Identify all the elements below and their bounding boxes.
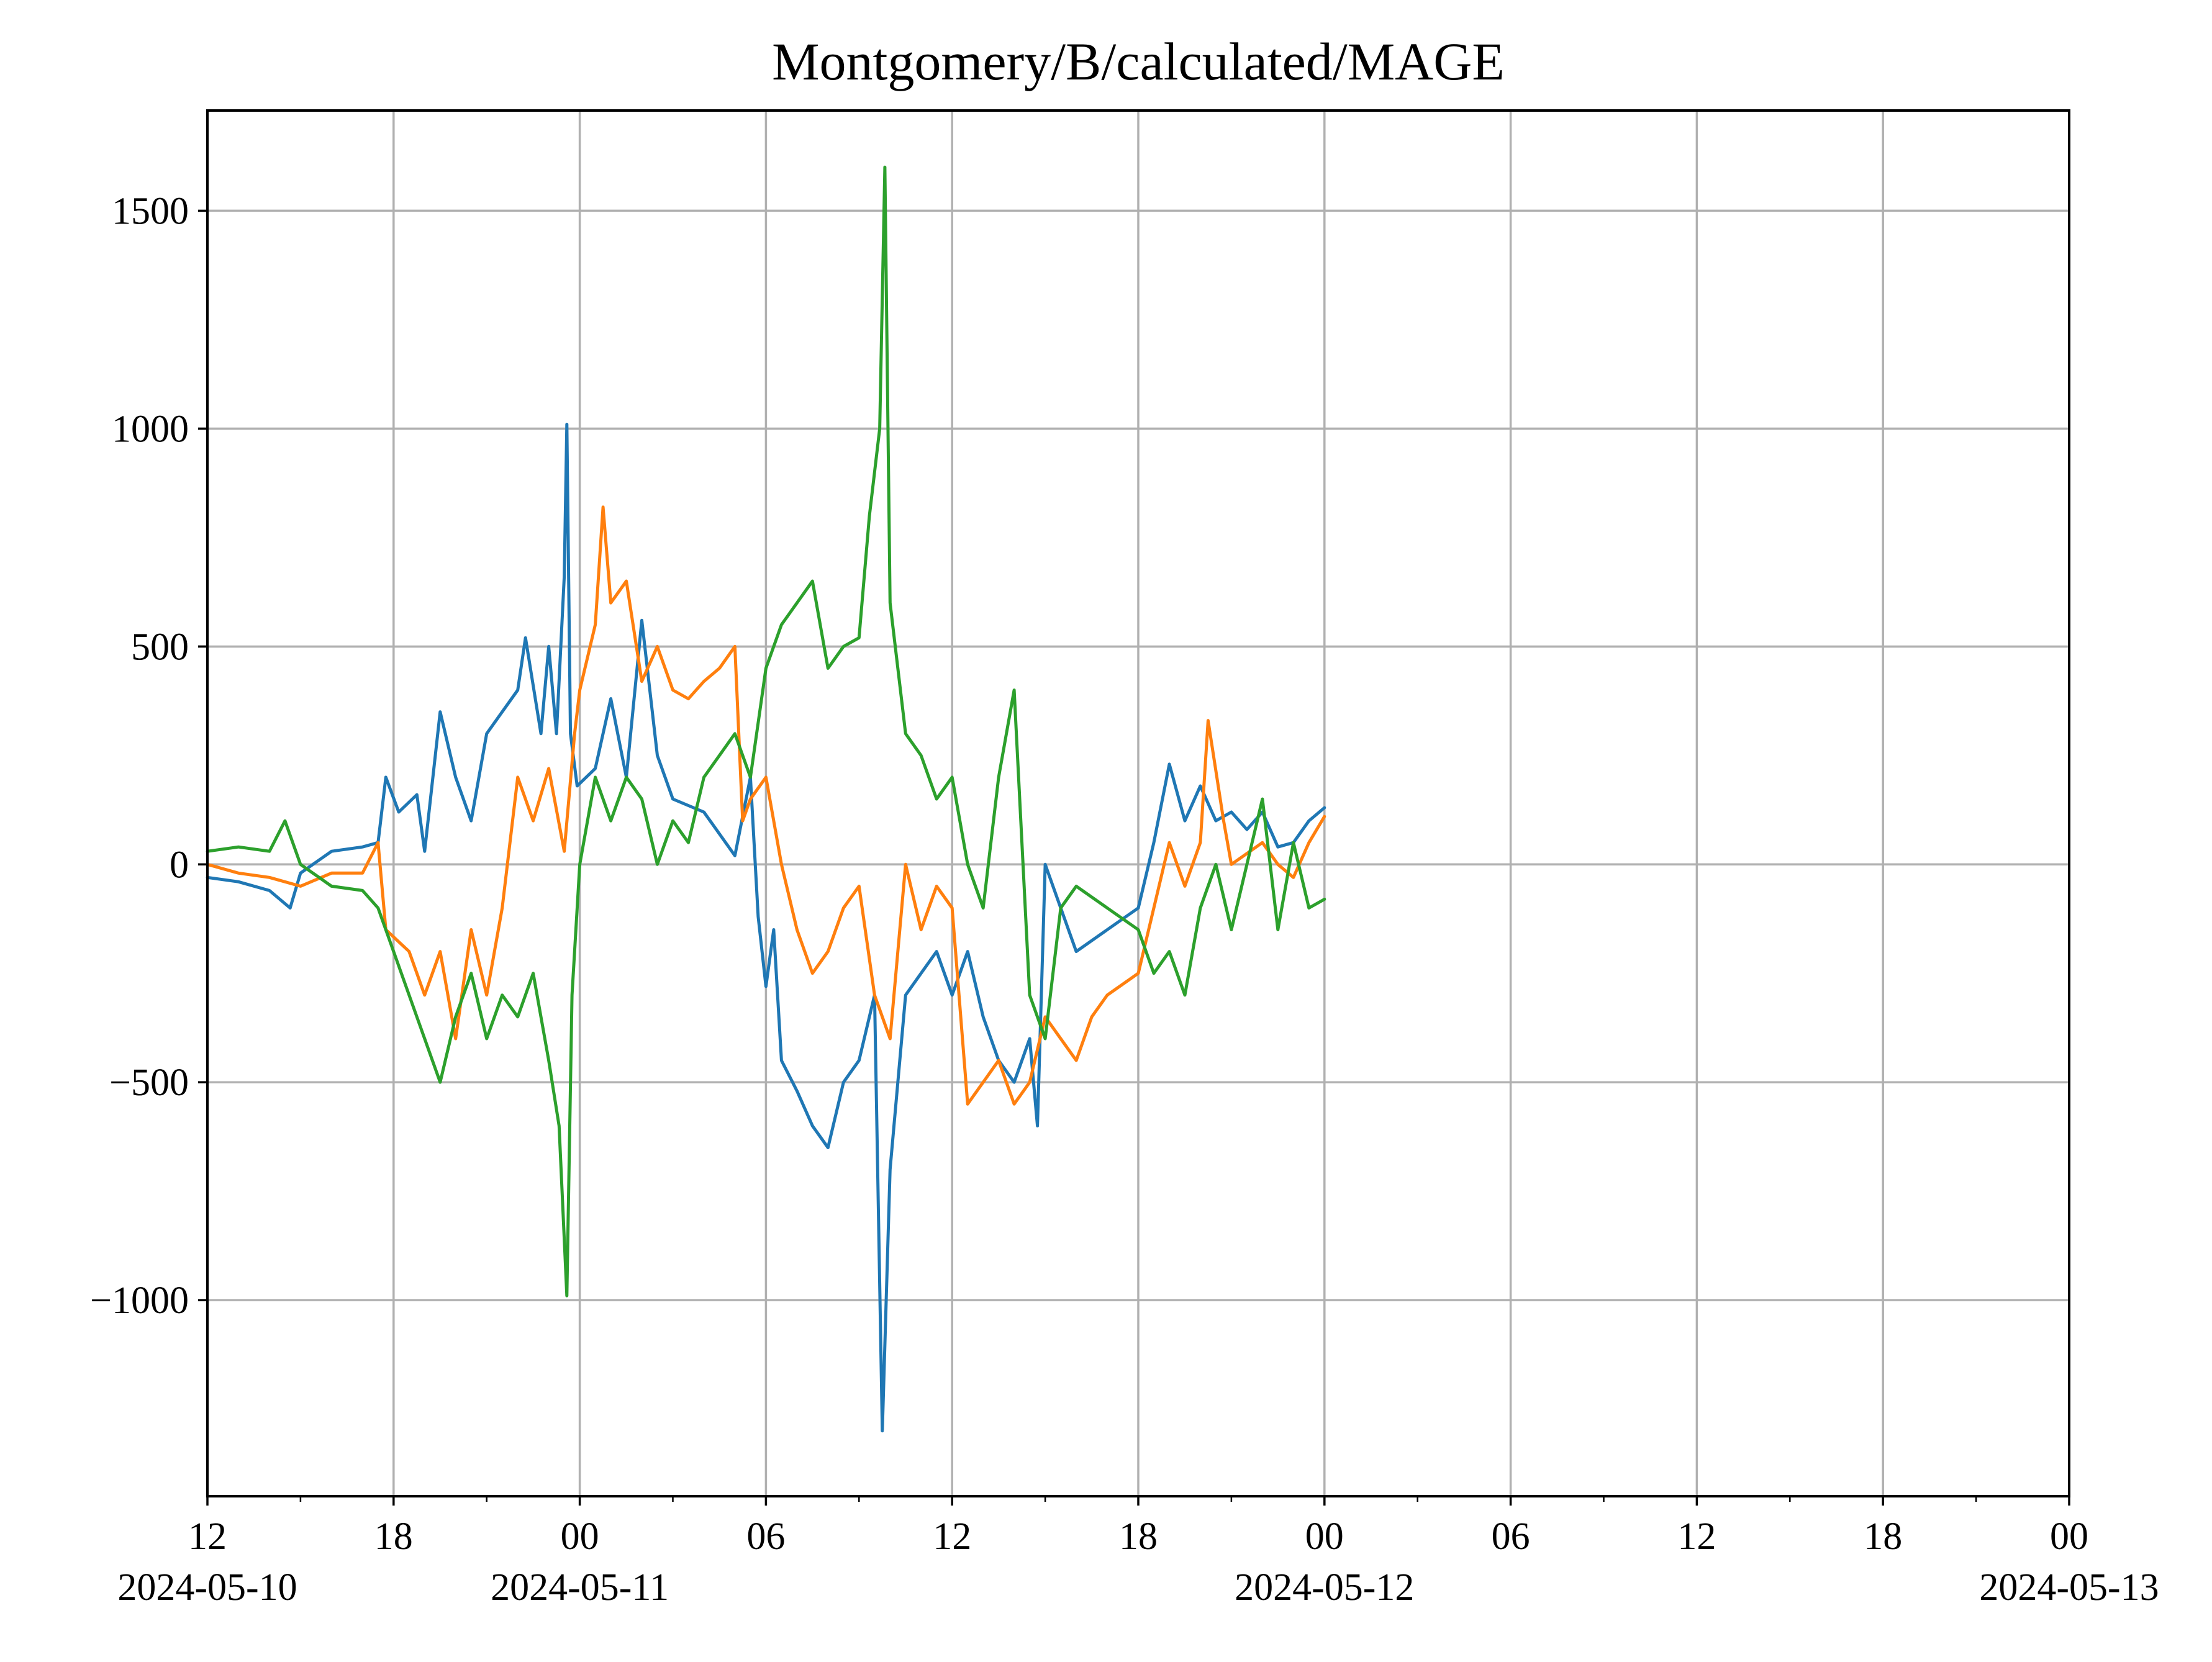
x-date-label: 2024-05-10 <box>117 1566 297 1609</box>
x-tick-label: 18 <box>1864 1515 1902 1558</box>
data-series-group <box>206 165 1326 1433</box>
axis-tick-labels: 12 2024-05-10 18 00 2024-05-11 06 12 18 00 2024-0… <box>90 190 2159 1609</box>
x-tick-label: 12 <box>1677 1515 1716 1558</box>
data-series-line-2 <box>206 505 1326 1106</box>
chart-title: Montgomery/B/calculated/MAGE <box>772 32 1505 91</box>
y-tick-label: −500 <box>109 1062 189 1104</box>
x-tick-label: 00 <box>1305 1515 1344 1558</box>
x-tick-label: 12 <box>933 1515 971 1558</box>
x-date-label: 2024-05-13 <box>1979 1566 2159 1609</box>
x-tick-label: 18 <box>1119 1515 1158 1558</box>
x-date-label: 2024-05-11 <box>491 1566 669 1609</box>
data-series-line-3 <box>206 165 1326 1298</box>
y-tick-label: 0 <box>170 844 189 886</box>
x-tick-label: 00 <box>561 1515 599 1558</box>
x-tick-label: 12 <box>188 1515 227 1558</box>
data-series-line-1 <box>206 422 1326 1433</box>
y-tick-label: −1000 <box>90 1280 189 1322</box>
y-tick-label: 1000 <box>112 408 189 450</box>
x-tick-label: 06 <box>746 1515 785 1558</box>
x-tick-label: 00 <box>2050 1515 2088 1558</box>
y-tick-label: 500 <box>131 626 189 668</box>
x-tick-label: 06 <box>1492 1515 1530 1558</box>
axis-ticks <box>198 209 2070 1506</box>
y-tick-label: 1500 <box>112 190 189 232</box>
x-date-label: 2024-05-12 <box>1235 1566 1414 1609</box>
grid-lines <box>207 111 2069 1496</box>
x-tick-label: 18 <box>374 1515 413 1558</box>
